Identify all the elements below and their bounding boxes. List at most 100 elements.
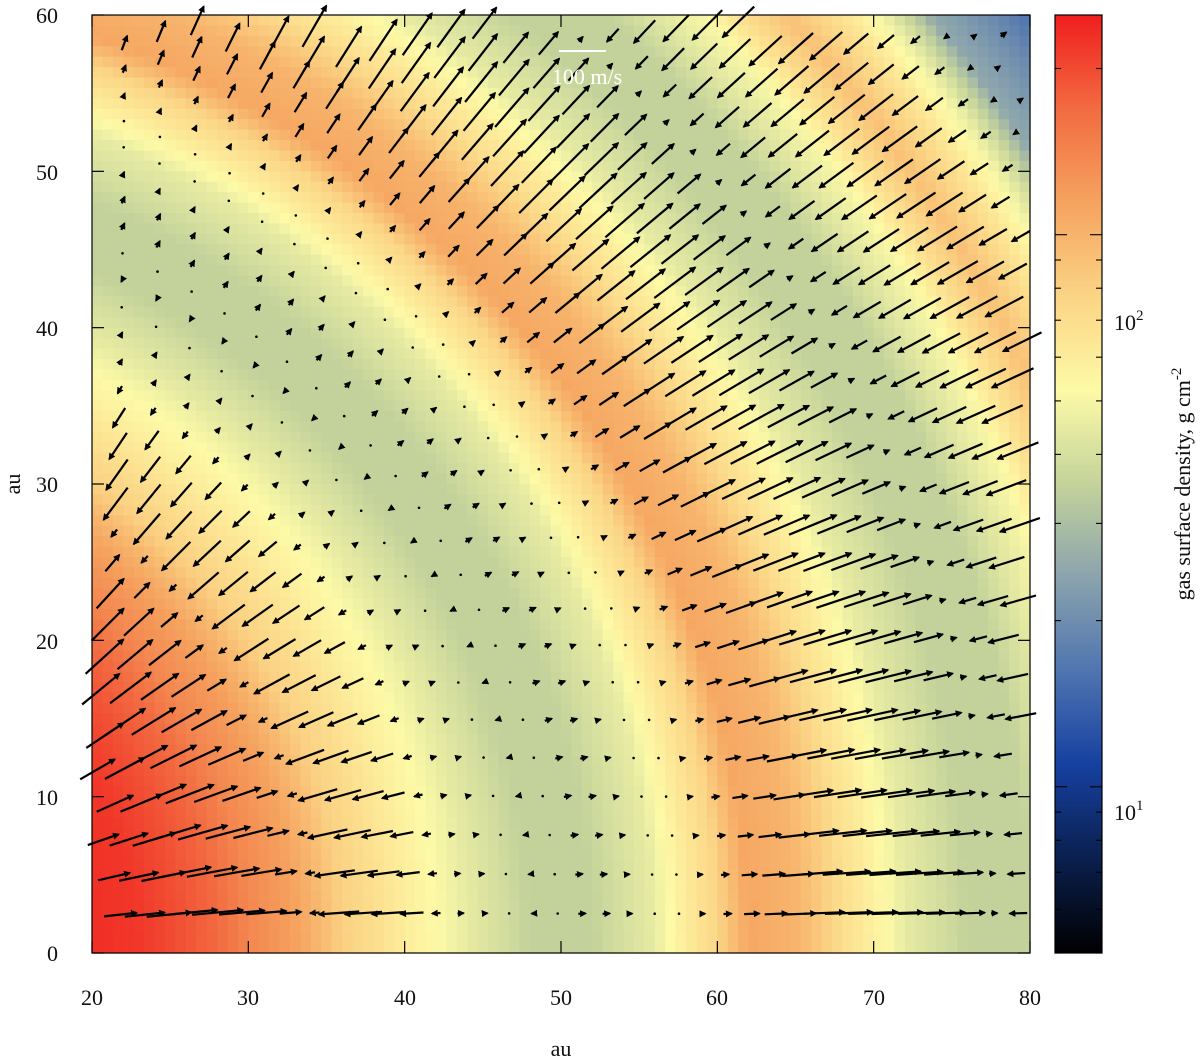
heatmap-cell	[978, 15, 989, 26]
heatmap-cell	[947, 36, 958, 47]
heatmap-cell	[717, 328, 728, 339]
heatmap-cell	[332, 390, 343, 401]
heatmap-cell	[738, 130, 749, 141]
heatmap-cell	[332, 307, 343, 318]
heatmap-cell	[988, 88, 999, 99]
heatmap-cell	[300, 213, 311, 224]
heatmap-cell	[363, 463, 374, 474]
heatmap-cell	[728, 505, 739, 516]
heatmap-cell	[717, 255, 728, 266]
heatmap-cell	[696, 36, 707, 47]
heatmap-cell	[92, 453, 103, 464]
heatmap-cell	[175, 338, 186, 349]
heatmap-cell	[988, 36, 999, 47]
heatmap-cell	[227, 432, 238, 443]
heatmap-cell	[1020, 203, 1031, 214]
heatmap-cell	[342, 213, 353, 224]
heatmap-cell	[780, 536, 791, 547]
heatmap-cell	[676, 57, 687, 68]
heatmap-cell	[102, 234, 113, 245]
heatmap-cell	[175, 349, 186, 360]
heatmap-cell	[290, 46, 301, 57]
heatmap-cell	[175, 432, 186, 443]
heatmap-cell	[863, 421, 874, 432]
heatmap-cell	[394, 505, 405, 516]
heatmap-cell	[519, 484, 530, 495]
heatmap-cell	[207, 317, 218, 328]
heatmap-cell	[655, 432, 666, 443]
heatmap-cell	[373, 547, 384, 558]
heatmap-cell	[613, 328, 624, 339]
heatmap-cell	[947, 286, 958, 297]
heatmap-cell	[446, 369, 457, 380]
heatmap-cell	[624, 557, 635, 568]
heatmap-cell	[280, 255, 291, 266]
heatmap-cell	[102, 182, 113, 193]
heatmap-cell	[842, 578, 853, 589]
heatmap-cell	[561, 453, 572, 464]
heatmap-cell	[905, 463, 916, 474]
heatmap-cell	[446, 453, 457, 464]
heatmap-cell	[582, 411, 593, 422]
heatmap-cell	[999, 432, 1010, 443]
heatmap-cell	[290, 140, 301, 151]
heatmap-cell	[342, 119, 353, 130]
heatmap-cell	[561, 171, 572, 182]
heatmap-cell	[207, 463, 218, 474]
heatmap-cell	[571, 557, 582, 568]
heatmap-cell	[186, 130, 197, 141]
heatmap-cell	[613, 526, 624, 537]
heatmap-cell	[936, 78, 947, 89]
heatmap-cell	[134, 286, 145, 297]
heatmap-cell	[811, 296, 822, 307]
heatmap-cell	[863, 359, 874, 370]
heatmap-cell	[342, 109, 353, 120]
heatmap-cell	[290, 588, 301, 599]
heatmap-cell	[644, 484, 655, 495]
heatmap-cell	[155, 547, 166, 558]
heatmap-cell	[155, 140, 166, 151]
heatmap-cell	[363, 515, 374, 526]
heatmap-cell	[895, 182, 906, 193]
heatmap-cell	[936, 109, 947, 120]
heatmap-cell	[207, 234, 218, 245]
heatmap-cell	[676, 161, 687, 172]
heatmap-cell	[280, 109, 291, 120]
heatmap-cell	[665, 161, 676, 172]
heatmap-cell	[561, 88, 572, 99]
heatmap-cell	[634, 567, 645, 578]
heatmap-cell	[988, 359, 999, 370]
heatmap-cell	[863, 505, 874, 516]
heatmap-cell	[207, 474, 218, 485]
heatmap-cell	[342, 98, 353, 109]
heatmap-cell	[769, 88, 780, 99]
heatmap-cell	[467, 276, 478, 287]
heatmap-cell	[947, 140, 958, 151]
heatmap-cell	[457, 547, 468, 558]
heatmap-cell	[269, 182, 280, 193]
heatmap-cell	[92, 286, 103, 297]
heatmap-cell	[665, 515, 676, 526]
heatmap-cell	[332, 265, 343, 276]
heatmap-cell	[321, 359, 332, 370]
heatmap-cell	[571, 515, 582, 526]
heatmap-cell	[123, 578, 134, 589]
heatmap-cell	[551, 567, 562, 578]
heatmap-cell	[1009, 182, 1020, 193]
heatmap-cell	[696, 547, 707, 558]
heatmap-cell	[311, 526, 322, 537]
heatmap-cell	[446, 265, 457, 276]
heatmap-cell	[926, 547, 937, 558]
heatmap-cell	[217, 88, 228, 99]
heatmap-cell	[405, 182, 416, 193]
heatmap-cell	[853, 349, 864, 360]
heatmap-cell	[394, 67, 405, 78]
heatmap-cell	[592, 526, 603, 537]
heatmap-cell	[144, 36, 155, 47]
heatmap-cell	[342, 421, 353, 432]
heatmap-cell	[895, 25, 906, 36]
heatmap-cell	[373, 223, 384, 234]
heatmap-cell	[467, 463, 478, 474]
heatmap-cell	[717, 557, 728, 568]
heatmap-cell	[259, 349, 270, 360]
